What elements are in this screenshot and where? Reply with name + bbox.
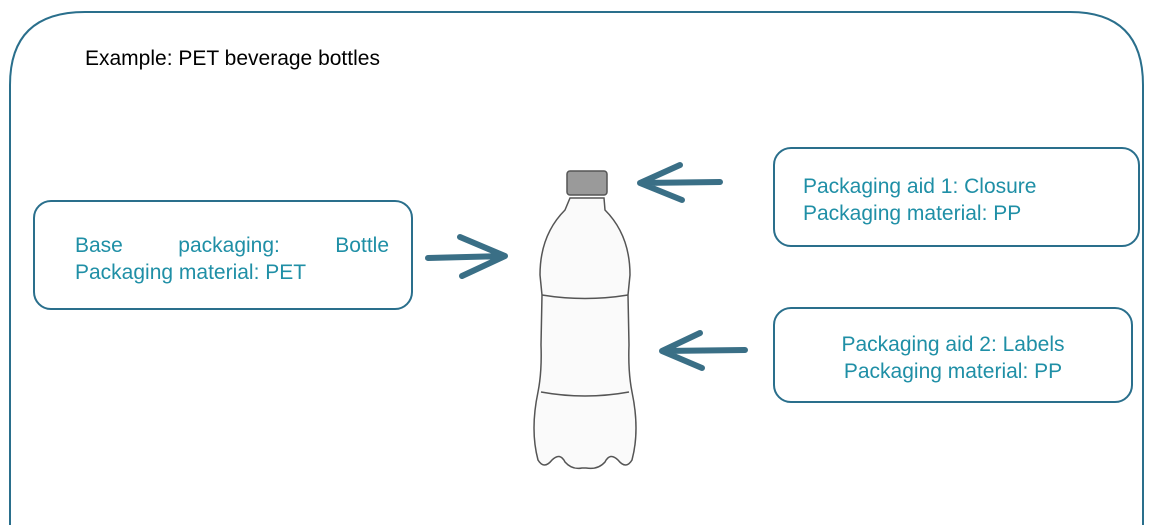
- label-box: Packaging aid 2: Labels Packaging materi…: [773, 307, 1133, 403]
- arrow-label: [662, 333, 745, 368]
- title: Example: PET beverage bottles: [85, 47, 380, 71]
- box-line: Packaging material: PET: [75, 259, 411, 286]
- box-line: Base packaging: Bottle: [75, 232, 389, 259]
- closure-box: Packaging aid 1: Closure Packaging mater…: [773, 147, 1140, 247]
- bottle-body: [534, 198, 636, 468]
- box-line: Packaging aid 2: Labels: [775, 331, 1131, 358]
- arrow-closure: [640, 165, 720, 200]
- bottle-cap: [567, 171, 607, 195]
- bottle: [534, 171, 636, 468]
- box-line: Packaging material: PP: [775, 358, 1131, 385]
- page: Example: PET beverage bottles Base packa…: [0, 0, 1153, 525]
- base-packaging-box: Base packaging: Bottle Packaging materia…: [33, 200, 413, 310]
- arrow-right: [428, 237, 505, 276]
- box-line: Packaging aid 1: Closure: [803, 173, 1138, 200]
- box-line: Packaging material: PP: [803, 200, 1138, 227]
